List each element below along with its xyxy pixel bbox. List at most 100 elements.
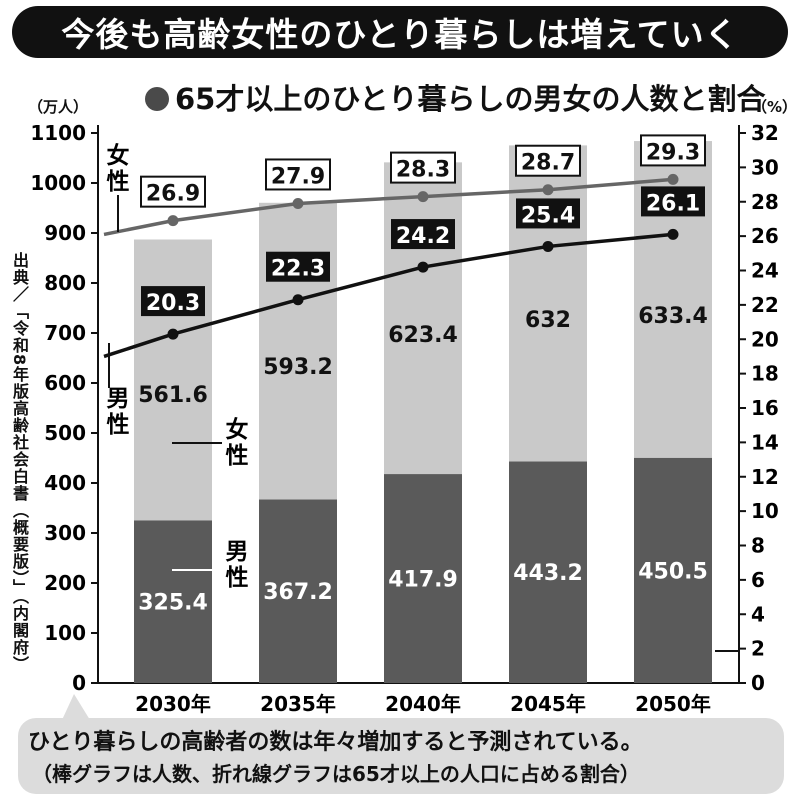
right-tick-label: 16 (751, 396, 779, 420)
source-note: 出典／「令和8年版高齢社会白書（概要版）」（内閣府） (10, 252, 29, 674)
chart-title: 65才以上のひとり暮らしの男女の人数と割合 (145, 76, 766, 118)
right-tick-label: 20 (751, 327, 779, 351)
right-tick-label: 4 (751, 602, 765, 626)
x-tick-label: 2030年 (135, 692, 211, 716)
headline: 今後も高齢女性のひとり暮らしは増えていく (12, 6, 788, 58)
bar-male-value: 367.2 (263, 580, 333, 605)
male-rate-label-box (391, 219, 455, 250)
x-tick-label: 2050年 (635, 692, 711, 716)
legend-female-line: 女 (107, 142, 130, 169)
left-tick-label: 500 (44, 421, 86, 445)
bar-female (259, 202, 337, 500)
x-tick-label: 2035年 (260, 692, 336, 716)
male-rate-point (167, 328, 179, 340)
right-tick-label: 30 (751, 155, 779, 179)
bar-male (634, 457, 712, 683)
right-tick-label: 18 (751, 362, 779, 386)
male-rate-label: 24.2 (396, 224, 450, 249)
bar-male (509, 461, 587, 683)
bar-male-value: 325.4 (138, 591, 208, 616)
legend-male-bar: 男 (226, 539, 249, 565)
left-tick-label: 600 (44, 371, 86, 395)
female-rate-label: 29.3 (646, 140, 700, 165)
right-axis-unit: （%） (752, 98, 798, 116)
male-rate-label: 22.3 (271, 257, 325, 282)
female-rate-point (542, 184, 554, 196)
male-rate-label: 25.4 (521, 203, 575, 228)
female-rate-label: 28.7 (521, 151, 575, 176)
left-tick-label: 900 (44, 221, 86, 245)
callout-pointer (62, 694, 90, 720)
chart-title-text: 65才以上のひとり暮らしの男女の人数と割合 (175, 82, 766, 116)
footer-line-2: （棒グラフは人数、折れ線グラフは65才以上の人口に占める割合） (32, 762, 640, 786)
left-tick-label: 1000 (30, 171, 86, 195)
left-tick-label: 800 (44, 271, 86, 295)
bar-female-value: 561.6 (138, 383, 208, 408)
legend-female-line: 性 (107, 169, 130, 195)
legend-female-bar: 性 (226, 443, 249, 469)
bar-female-value: 632 (525, 308, 571, 333)
right-tick-label: 32 (751, 121, 779, 145)
right-tick-label: 12 (751, 465, 779, 489)
right-tick-label: 10 (751, 499, 779, 523)
female-rate-label-box (390, 151, 456, 184)
legend-male-bar: 性 (226, 565, 249, 591)
bar-male-value: 443.2 (513, 561, 583, 586)
bar-female (384, 162, 462, 475)
left-tick-label: 1100 (30, 121, 86, 145)
female-rate-label: 26.9 (146, 182, 200, 207)
female-rate-label-box (140, 175, 206, 208)
bar-male-value: 417.9 (388, 568, 458, 593)
left-tick-label: 200 (44, 571, 86, 595)
female-rate-point (667, 173, 679, 185)
left-tick-label: 400 (44, 471, 86, 495)
right-tick-label: 22 (751, 293, 779, 317)
right-tick-label: 6 (751, 568, 765, 592)
right-tick-label: 0 (751, 671, 765, 695)
female-rate-label: 27.9 (271, 164, 325, 189)
legend-male-line: 性 (107, 412, 130, 438)
left-tick-label: 700 (44, 321, 86, 345)
left-tick-label: 300 (44, 521, 86, 545)
bar-female-value: 623.4 (388, 323, 458, 348)
male-rate-label: 20.3 (146, 291, 200, 316)
male-rate-label-box (641, 186, 705, 217)
footer-note: ひとり暮らしの高齢者の数は年々増加すると予測されている。 （棒グラフは人数、折れ… (18, 694, 784, 794)
right-tick-label: 26 (751, 224, 779, 248)
female-rate-point (417, 191, 429, 203)
x-tick-label: 2040年 (385, 692, 461, 716)
x-tick-label: 2045年 (510, 692, 586, 716)
left-tick-label: 100 (44, 621, 86, 645)
right-tick-label: 28 (751, 190, 779, 214)
bar-male (134, 520, 212, 683)
bar-female (134, 239, 212, 521)
legend-female-bar: 女 (226, 416, 249, 443)
left-tick-label: 0 (72, 671, 86, 695)
female-rate-label-box (640, 134, 706, 167)
female-rate-line (103, 177, 674, 237)
male-rate-line (103, 232, 674, 359)
bar-male-value: 450.5 (638, 559, 708, 584)
female-rate-label-box (265, 158, 331, 191)
bar-male (259, 499, 337, 683)
male-rate-point (667, 228, 679, 240)
male-rate-point (417, 261, 429, 273)
male-rate-label-box (516, 198, 580, 229)
bar-male (384, 474, 462, 683)
right-tick-label: 8 (751, 534, 765, 558)
bullet-dot-icon (145, 87, 169, 111)
female-rate-label: 28.3 (396, 158, 450, 183)
legend-male-line: 男 (107, 386, 130, 412)
left-axis-unit: （万人） (28, 98, 89, 116)
male-rate-label: 26.1 (646, 191, 700, 216)
female-rate-point (292, 197, 304, 209)
female-rate-label-box (515, 144, 581, 177)
right-tick-label: 2 (751, 637, 765, 661)
bar-female-value: 633.4 (638, 304, 708, 329)
female-rate-point (167, 215, 179, 227)
right-tick-label: 24 (751, 259, 779, 283)
bar-female-value: 593.2 (263, 355, 333, 380)
bar-female (509, 145, 587, 462)
male-rate-point (292, 294, 304, 306)
